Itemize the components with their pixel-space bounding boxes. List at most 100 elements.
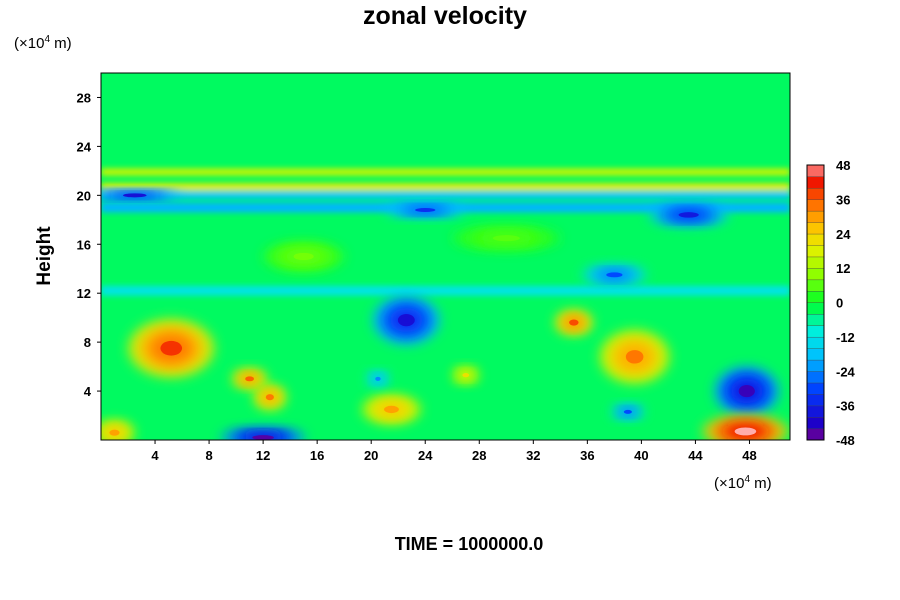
colorbar-bin-14	[806, 267, 825, 281]
colorbar-bin-8	[806, 336, 825, 349]
heatmap-feature-0	[128, 318, 215, 378]
heatmap-background	[101, 73, 790, 440]
colorbar-frame	[806, 164, 825, 441]
heatmap-feature-12	[384, 202, 466, 218]
y-axis-ticks: 4 8 12 16 20 24 28	[77, 90, 101, 399]
colorbar	[806, 164, 825, 441]
colorbar-bin-9	[806, 325, 825, 338]
x-axis-ticks: 4 8 12 16 20 24 28 32 36 40 44 48	[151, 440, 757, 463]
colorbar-tick-label-2: 24	[836, 227, 851, 242]
feature-12-ring-3	[415, 208, 436, 213]
colorbar-bin-5	[806, 371, 825, 384]
colorbar-bin-16	[806, 245, 825, 258]
feature-6-ring-3	[569, 319, 579, 326]
feature-11-ring-3	[122, 193, 147, 198]
heatmap-feature-17	[702, 415, 789, 440]
colorbar-bin-20	[806, 199, 825, 212]
y-tick-label-0: 4	[84, 384, 92, 399]
colorbar-bin-7	[806, 348, 825, 361]
heatmap-feature-6	[554, 310, 593, 335]
heatmap-feature-8	[372, 295, 441, 345]
heatmap-layer-0	[101, 168, 790, 176]
colorbar-tick-label-8: -48	[836, 433, 855, 448]
colorbar-bin-6	[806, 359, 825, 372]
feature-7-ring-3	[625, 350, 644, 364]
x-tick-label-11: 48	[742, 448, 756, 463]
x-axis-unit: (×104 m)	[714, 474, 772, 492]
feature-18-ring-3	[293, 252, 314, 261]
colorbar-bin-18	[806, 222, 825, 235]
colorbar-bin-10	[806, 313, 825, 326]
x-tick-label-5: 24	[418, 448, 433, 463]
heatmap-feature-11	[101, 190, 183, 201]
colorbar-bin-0	[806, 428, 825, 441]
heatmap-feature-19	[452, 225, 561, 251]
heatmap-layer-2	[101, 191, 790, 200]
colorbar-tick-label-7: -36	[836, 399, 855, 414]
colorbar-bin-13	[806, 279, 825, 292]
colorbar-bin-1	[806, 416, 825, 430]
time-label: TIME = 1000000.0	[395, 534, 544, 554]
colorbar-tick-label-5: -12	[836, 330, 855, 345]
colorbar-bin-21	[806, 187, 825, 200]
y-tick-label-1: 8	[84, 335, 91, 350]
feature-19-ring-3	[492, 235, 520, 242]
feature-0-ring-3	[160, 340, 183, 356]
x-tick-label-10: 44	[688, 448, 703, 463]
heatmap-feature-16	[367, 371, 389, 387]
heatmap-feature-5	[452, 366, 480, 384]
colorbar-tick-label-1: 36	[836, 192, 850, 207]
x-tick-label-6: 28	[472, 448, 486, 463]
x-tick-label-3: 16	[310, 448, 324, 463]
y-tick-label-5: 24	[77, 139, 92, 154]
x-tick-label-8: 36	[580, 448, 594, 463]
heatmap-feature-13	[648, 203, 730, 226]
heatmap-feature-15	[611, 404, 645, 420]
y-tick-label-4: 20	[77, 188, 91, 203]
heatmap-feature-4	[361, 394, 422, 425]
colorbar-bin-11	[806, 302, 825, 315]
feature-8-ring-3	[397, 313, 415, 327]
y-tick-label-6: 28	[77, 90, 91, 105]
x-tick-label-4: 20	[364, 448, 378, 463]
colorbar-bin-22	[806, 176, 825, 189]
colorbar-tick-label-0: 48	[836, 158, 850, 173]
heatmap-feature-2	[232, 369, 268, 389]
feature-1-ring-3	[109, 429, 120, 436]
y-tick-label-3: 16	[77, 237, 91, 252]
colorbar-bin-3	[806, 393, 825, 407]
feature-2-ring-3	[245, 376, 254, 382]
chart-title: zonal velocity	[363, 2, 527, 30]
x-tick-label-1: 8	[205, 448, 212, 463]
feature-10-ring-3	[252, 435, 274, 440]
x-tick-label-0: 4	[151, 448, 159, 463]
colorbar-bin-17	[806, 233, 825, 246]
x-tick-label-7: 32	[526, 448, 540, 463]
feature-9-ring-3	[738, 384, 755, 398]
feature-13-ring-3	[678, 212, 699, 218]
feature-17-ring-3	[734, 427, 757, 436]
colorbar-tick-label-6: -24	[836, 364, 856, 379]
colorbar-bin-15	[806, 256, 825, 269]
y-axis-unit: (×104 m)	[14, 34, 72, 52]
heatmap-feature-14	[581, 265, 647, 285]
feature-15-ring-3	[623, 409, 632, 414]
colorbar-bin-4	[806, 382, 825, 395]
x-tick-label-2: 12	[256, 448, 270, 463]
colorbar-bin-23	[806, 164, 825, 177]
colorbar-bin-19	[806, 210, 825, 223]
colorbar-ticks: 48 36 24 12 0 -12 -24 -36 -48	[836, 158, 856, 448]
heatmap-feature-7	[599, 329, 670, 384]
y-tick-label-2: 12	[77, 286, 91, 301]
heatmap-feature-1	[101, 420, 135, 440]
heatmap-feature-9	[714, 366, 780, 416]
heatmap-layer-1	[101, 183, 790, 191]
feature-14-ring-3	[606, 272, 623, 278]
feature-16-ring-3	[375, 376, 381, 381]
heatmap-layer-4	[101, 285, 790, 296]
plot-frame	[100, 72, 791, 441]
y-axis-label: Height	[34, 226, 55, 286]
colorbar-bin-2	[806, 405, 825, 418]
heatmap-feature-18	[263, 241, 345, 272]
